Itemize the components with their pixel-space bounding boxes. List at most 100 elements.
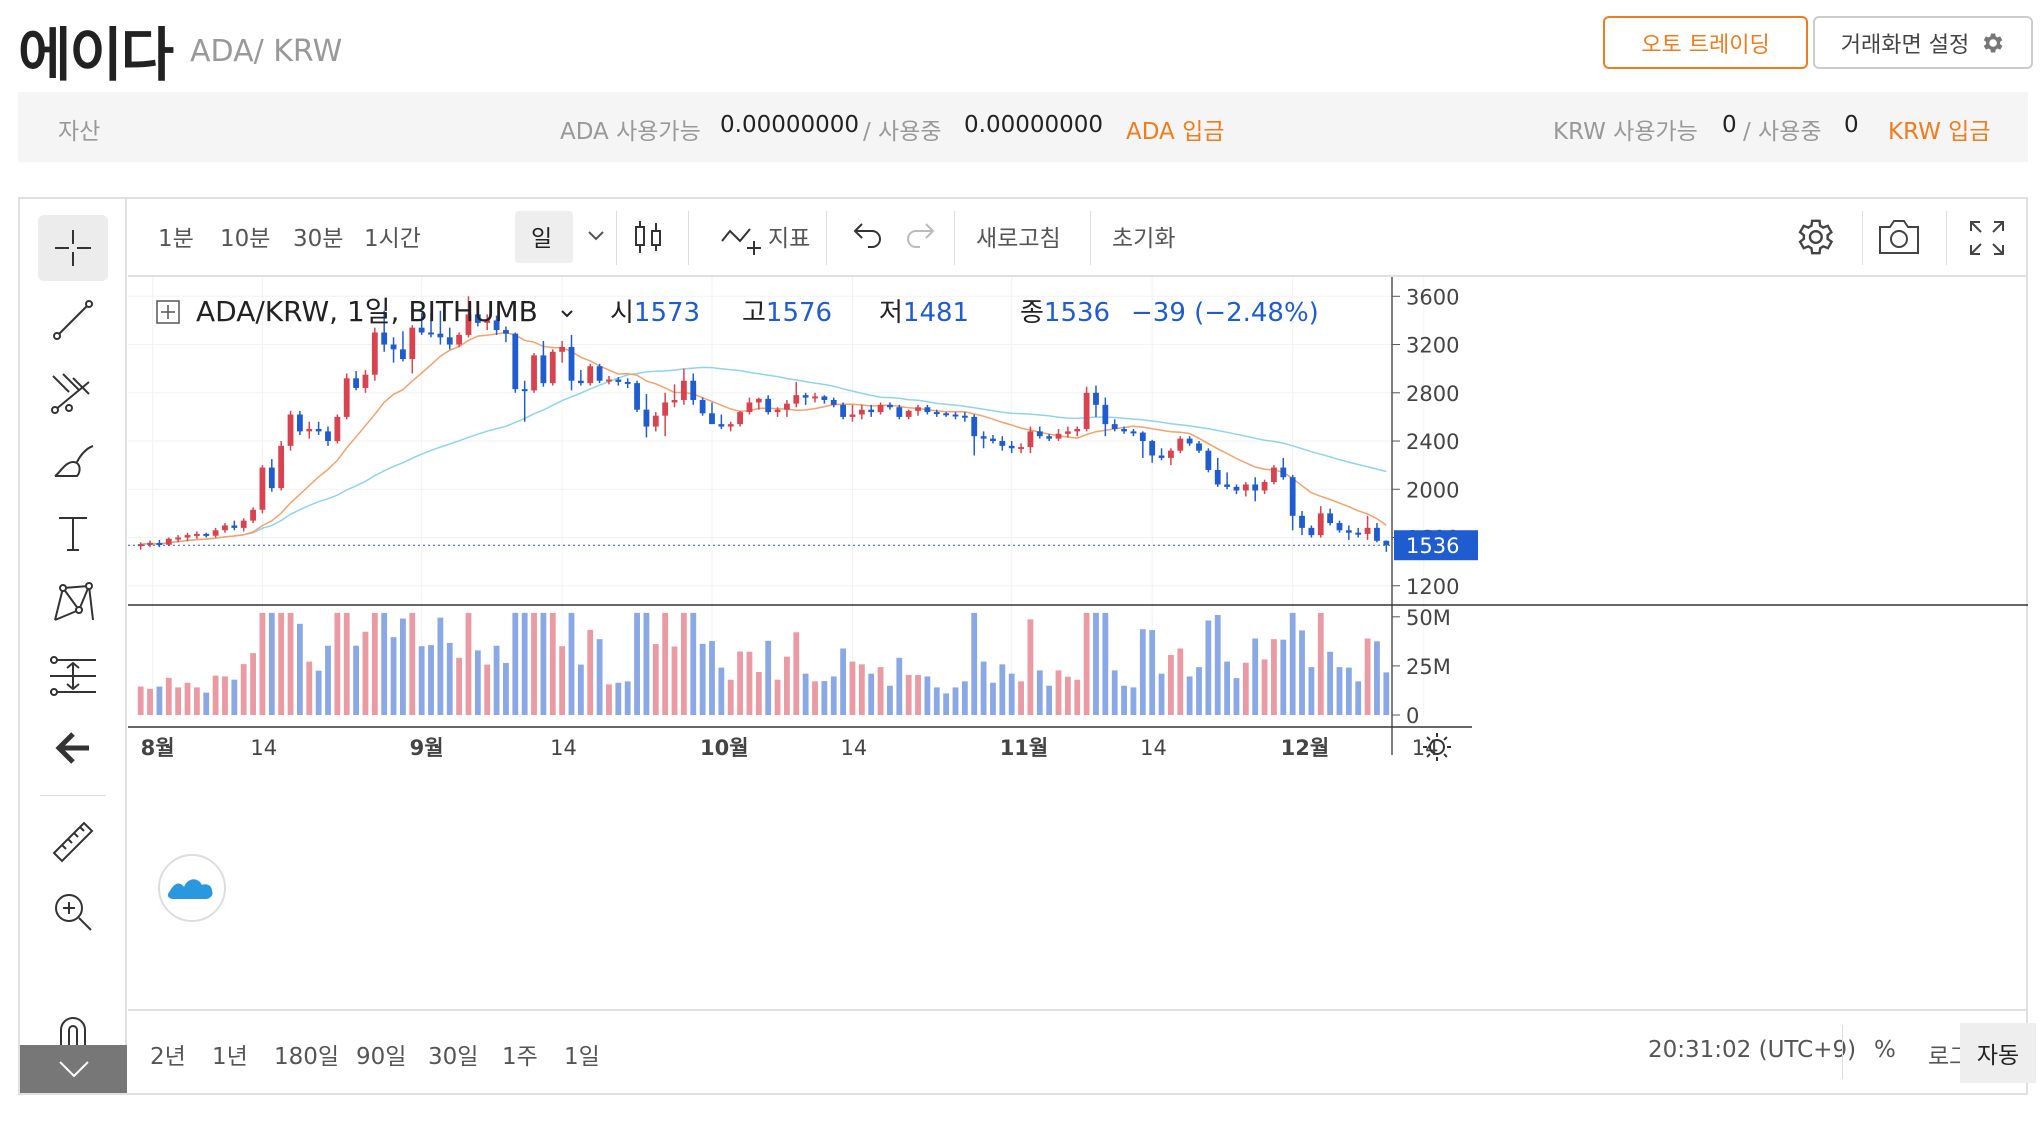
volume-bar <box>1364 638 1371 715</box>
interval-day[interactable]: 일 <box>531 226 553 252</box>
range-90d[interactable]: 90일 <box>356 1044 407 1070</box>
range-180d[interactable]: 180일 <box>274 1044 340 1070</box>
candle-body <box>634 383 640 410</box>
settings-gear-icon[interactable] <box>1792 215 1836 259</box>
range-1y[interactable]: 1년 <box>212 1044 248 1070</box>
arrow-left-icon <box>55 732 89 764</box>
toolbar-divider <box>1090 211 1091 265</box>
crosshair-icon <box>55 230 91 266</box>
legend-dropdown-icon[interactable] <box>561 310 573 318</box>
candle-body <box>812 396 818 399</box>
candle-body <box>952 414 959 417</box>
candle-body <box>212 530 219 536</box>
volume-bar <box>147 688 153 715</box>
asset-label: 자산 <box>58 119 101 145</box>
back-tool[interactable] <box>38 715 108 781</box>
selected-interval-bg <box>515 211 573 263</box>
trend-line-tool[interactable] <box>38 287 108 353</box>
sun-ray <box>1443 736 1448 741</box>
candle-body <box>596 366 603 381</box>
candle-body <box>437 333 444 338</box>
text-tool[interactable] <box>38 501 108 567</box>
refresh-button[interactable]: 새로고침 <box>976 226 1061 252</box>
interval-dropdown-icon[interactable] <box>586 229 606 243</box>
brush-tool[interactable] <box>38 429 108 495</box>
candle-body <box>1327 513 1334 524</box>
candle-body <box>1252 484 1259 491</box>
percent-scale-button[interactable]: % <box>1874 1037 1896 1063</box>
clock-time[interactable]: 20:31:02 (UTC+9) <box>1648 1037 1857 1063</box>
candle-body <box>1111 424 1118 429</box>
candle-body <box>371 332 378 375</box>
undo-icon[interactable] <box>850 221 884 251</box>
range-1w[interactable]: 1주 <box>502 1044 538 1070</box>
volume-bar <box>990 682 996 715</box>
candle-body <box>802 395 809 398</box>
indicator-button[interactable]: 지표 <box>768 226 811 252</box>
interval-10m[interactable]: 10분 <box>220 226 271 252</box>
candle-body <box>315 428 322 432</box>
gann-fan-tool[interactable] <box>38 359 108 425</box>
candle-body <box>231 525 238 528</box>
zoom-tool[interactable] <box>38 879 108 945</box>
volume-bar <box>503 662 509 715</box>
volume-bar <box>699 643 706 715</box>
redo-icon[interactable] <box>904 221 938 251</box>
last-price-tag <box>1394 530 1478 561</box>
reset-button[interactable]: 초기화 <box>1112 226 1176 252</box>
auto-scale-button[interactable]: 자동 <box>1960 1023 2036 1083</box>
time-tick-label: 8월 <box>141 736 175 760</box>
range-2y[interactable]: 2년 <box>150 1044 186 1070</box>
candle-body <box>493 320 500 331</box>
volume-bar <box>1018 681 1024 715</box>
camera-icon[interactable] <box>1876 217 1922 257</box>
price-chart[interactable]: 36003200280024002000160012008월149월1410월1… <box>128 277 2028 1009</box>
volume-bar <box>1149 630 1156 715</box>
time-tick-label: 14 <box>840 736 867 760</box>
low-label: 저 <box>879 298 903 328</box>
measure-tool[interactable] <box>38 643 108 709</box>
range-1d[interactable]: 1일 <box>564 1044 600 1070</box>
close-value: 1536 <box>1044 298 1110 328</box>
indicator-icon[interactable] <box>720 219 764 257</box>
krw-deposit-link[interactable]: KRW 입금 <box>1888 119 1991 145</box>
candle-body <box>521 389 528 392</box>
candle-body <box>334 416 341 442</box>
high-value: 1576 <box>766 298 832 328</box>
candle-body <box>1102 404 1109 425</box>
candle-body <box>1271 467 1277 483</box>
volume-bar <box>222 676 228 715</box>
candle-body <box>1064 431 1071 434</box>
pattern-tool[interactable] <box>38 571 108 637</box>
candle-body <box>1289 477 1296 516</box>
collapse-toolbar-button[interactable] <box>20 1045 127 1093</box>
crosshair-tool[interactable] <box>38 215 108 281</box>
auto-trading-button[interactable]: 오토 트레이딩 <box>1603 16 1808 69</box>
candle-body <box>1139 432 1146 442</box>
volume-bar <box>1121 685 1127 715</box>
interval-1m[interactable]: 1분 <box>158 226 194 252</box>
candle-body <box>381 332 388 345</box>
candle-body <box>690 380 697 401</box>
screen-settings-button[interactable]: 거래화면 설정 <box>1813 16 2033 69</box>
interval-30m[interactable]: 30분 <box>293 226 344 252</box>
long-ma-line <box>140 366 1387 545</box>
volume-bar <box>615 682 622 715</box>
moving-averages <box>140 331 1387 545</box>
volume-bar <box>1008 673 1015 715</box>
candle-type-icon[interactable] <box>630 217 668 257</box>
theme-sun-icon[interactable] <box>1423 733 1451 761</box>
magnet-tool[interactable] <box>38 999 108 1065</box>
range-30d[interactable]: 30일 <box>428 1044 479 1070</box>
ruler-tool[interactable] <box>38 809 108 875</box>
chart-toolbar: 1분 10분 30분 1시간 일 지표 새로고침 <box>128 199 2028 277</box>
legend-expand-icon[interactable] <box>156 300 180 324</box>
interval-1h[interactable]: 1시간 <box>364 226 421 252</box>
candle-body <box>615 379 622 382</box>
candle-body <box>156 542 163 545</box>
volume-bar <box>362 631 369 715</box>
legend-symbol[interactable]: ADA/KRW, 1일, BITHUMB <box>196 295 538 328</box>
fullscreen-icon[interactable] <box>1968 219 2006 257</box>
ada-deposit-link[interactable]: ADA 입금 <box>1126 119 1225 145</box>
volume-bar <box>1252 638 1259 715</box>
